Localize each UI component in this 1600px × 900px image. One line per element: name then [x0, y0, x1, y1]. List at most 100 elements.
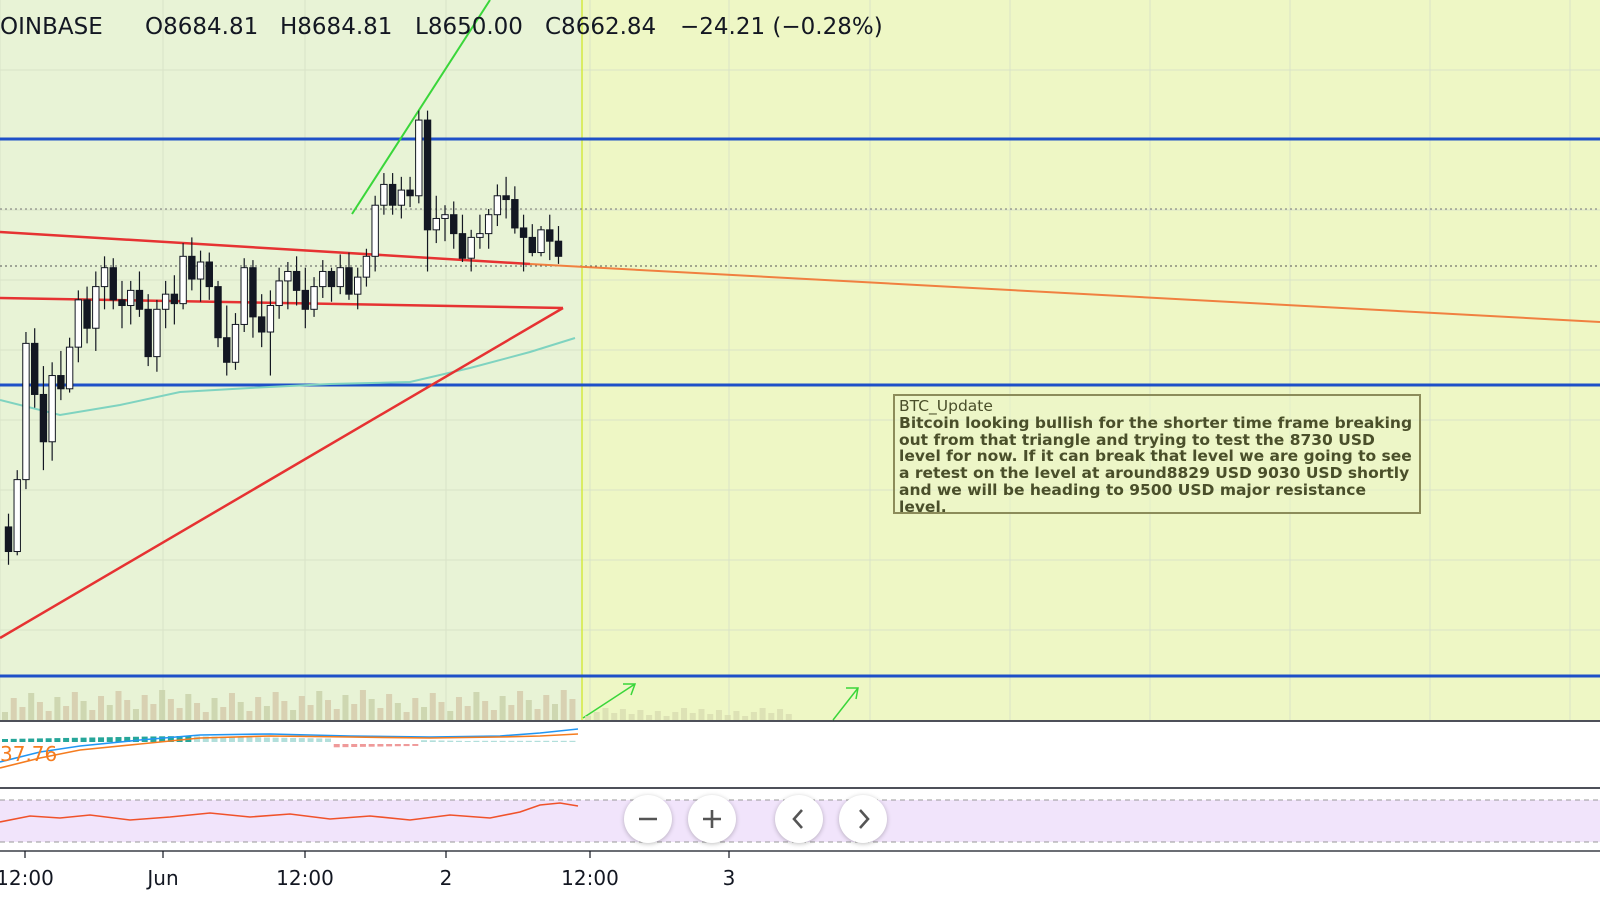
macd-histogram-bar: [159, 736, 166, 742]
volume-bar: [185, 694, 192, 720]
macd-histogram-bar: [124, 736, 131, 742]
time-label-4: 2: [439, 866, 453, 890]
macd-histogram-bar: [115, 737, 122, 742]
candle: [546, 229, 554, 242]
arrow-1: [582, 683, 636, 719]
signal-line: [0, 733, 579, 769]
candle: [301, 289, 310, 310]
candle: [537, 229, 545, 254]
scroll-left-button[interactable]: [775, 795, 823, 843]
candle: [284, 270, 292, 282]
macd-histogram-bar: [237, 737, 244, 742]
candle: [458, 233, 467, 259]
candle: [4, 526, 13, 553]
volume-bar: [359, 690, 366, 720]
candle: [223, 337, 231, 363]
volume-bar: [176, 708, 183, 720]
volume-bar: [167, 699, 174, 720]
candle: [205, 261, 213, 288]
macd-histogram-bar: [290, 737, 297, 742]
scroll-right-button[interactable]: [839, 795, 887, 843]
volume-bar: [368, 699, 375, 720]
high-value: H8684.81: [280, 14, 393, 40]
volume-bar: [464, 706, 471, 720]
volume-bar: [628, 714, 635, 720]
time-label-3: 12:00: [276, 866, 334, 890]
projection-line: [351, 0, 491, 215]
volume-bar: [71, 692, 78, 720]
macd-histogram-bar: [508, 740, 515, 742]
volume-bar: [663, 716, 670, 720]
macd-histogram-bar: [499, 740, 506, 742]
macd-histogram-bar: [228, 736, 235, 742]
volume-bar: [646, 715, 653, 720]
volume-bar: [98, 696, 105, 720]
macd-pane: [0, 722, 1600, 788]
macd-histogram-bar: [54, 738, 61, 742]
volume-bar: [89, 710, 96, 720]
macd-histogram-bar: [359, 744, 366, 747]
volume-bar: [159, 690, 166, 720]
volume-bar: [602, 708, 609, 720]
macd-histogram-bar: [281, 737, 288, 742]
volume-bar: [438, 702, 445, 720]
volume-bar: [768, 713, 775, 720]
macd-histogram-bar: [132, 736, 139, 742]
volume-bar: [394, 703, 401, 720]
candle: [231, 323, 240, 363]
moving-average-line: [0, 337, 576, 417]
candle: [310, 286, 318, 310]
note-title: BTC_Update: [899, 397, 993, 415]
candle: [257, 316, 266, 333]
candle: [336, 267, 344, 288]
zoom-in-button[interactable]: [688, 795, 736, 843]
volume-bar: [228, 693, 235, 720]
macd-histogram-bar: [255, 737, 262, 742]
volume-bar: [455, 697, 462, 720]
zoom-out-button[interactable]: [624, 795, 672, 843]
macd-histogram-bar: [298, 738, 305, 742]
candle: [493, 195, 502, 216]
candle: [179, 255, 187, 305]
volume-bar: [351, 704, 358, 720]
candle: [214, 286, 222, 339]
macd-histogram-bar: [455, 740, 462, 742]
volume-bar: [115, 691, 122, 720]
volume-bar: [447, 711, 454, 720]
volume-bar: [333, 709, 340, 720]
volume-bar: [281, 701, 288, 720]
candle: [406, 189, 414, 197]
macd-histogram-bar: [176, 736, 183, 742]
macd-histogram-bar: [2, 739, 8, 742]
volume-bar: [10, 698, 17, 720]
volume-bar: [220, 707, 227, 720]
macd-histogram-bar: [412, 744, 419, 746]
volume-bar: [715, 710, 722, 720]
macd-histogram-bar: [569, 740, 576, 742]
candle: [127, 289, 135, 307]
macd-histogram-bar: [194, 736, 201, 742]
volume-bar: [80, 701, 87, 720]
volume-bar: [28, 693, 35, 720]
volume-bar: [325, 700, 332, 720]
volume-bar: [2, 712, 8, 720]
candle: [371, 204, 379, 257]
arrow-2: [832, 687, 859, 721]
candle: [144, 308, 152, 358]
time-label-5: 12:00: [561, 866, 619, 890]
candle: [327, 270, 336, 288]
macd-histogram-bar: [63, 737, 70, 742]
macd-histogram-bar: [438, 740, 445, 742]
volume-bar: [106, 705, 113, 720]
volume-bar: [698, 709, 705, 720]
candle: [275, 280, 283, 307]
ohlc-header: OINBASE O8684.81 H8684.81 L8650.00 C8662…: [0, 14, 883, 54]
volume-bar: [377, 708, 384, 720]
volume-bar: [517, 691, 524, 720]
macd-histogram-bar: [28, 738, 35, 742]
analysis-note[interactable]: BTC_Update Bitcoin looking bullish for t…: [893, 394, 1421, 515]
volume-bar: [777, 709, 784, 720]
candle: [362, 255, 371, 278]
macd-histogram-bar: [447, 740, 454, 742]
volume-bar: [290, 710, 297, 720]
